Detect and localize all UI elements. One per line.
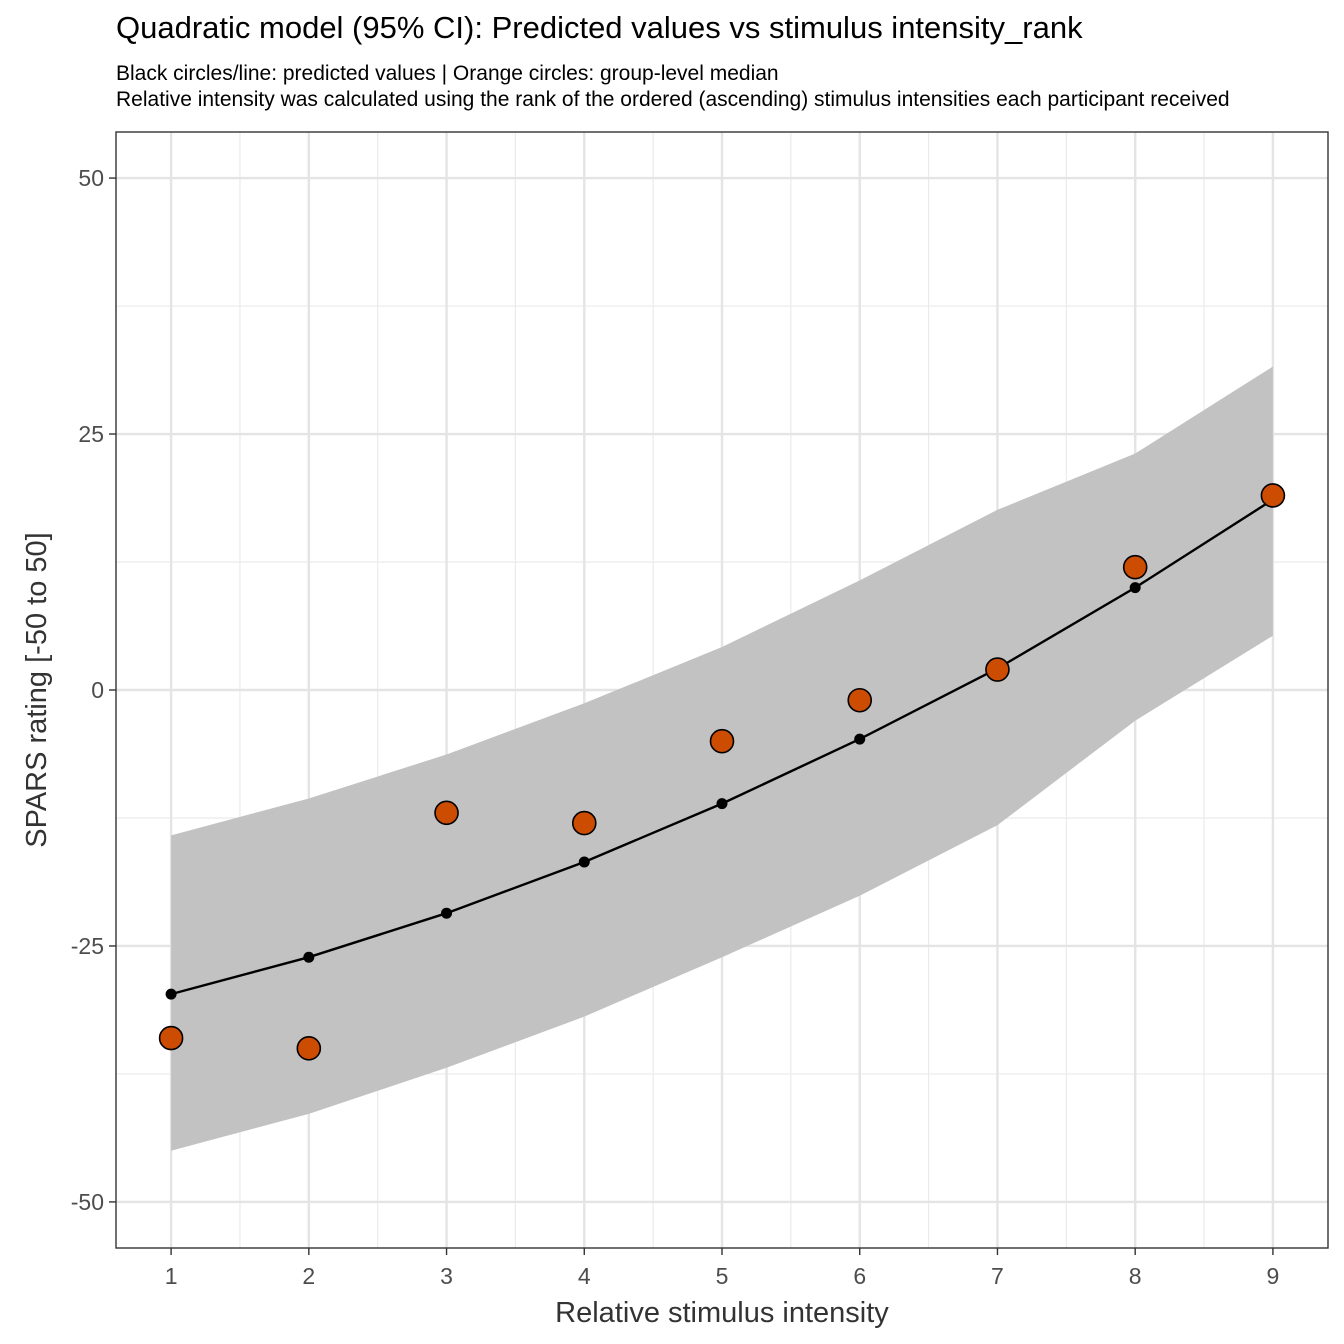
y-tick-label: 0 (91, 677, 104, 703)
median-point (158, 1025, 184, 1051)
x-tick-label: 3 (440, 1263, 453, 1289)
y-tick-label: 25 (78, 421, 104, 447)
confidence-band (171, 366, 1273, 1151)
y-tick-label: -50 (71, 1189, 104, 1215)
y-axis-title: SPARS rating [-50 to 50] (21, 532, 53, 847)
median-point (1260, 483, 1286, 508)
median-point (434, 800, 459, 826)
confidence-band-group (171, 366, 1273, 1151)
x-tick-label: 2 (302, 1263, 315, 1289)
median-point (296, 1036, 322, 1061)
x-tick-label: 5 (716, 1263, 729, 1289)
x-tick-label: 7 (991, 1263, 1004, 1289)
median-point (985, 657, 1010, 682)
x-tick-label: 9 (1267, 1263, 1280, 1289)
predicted-series-group (165, 494, 1279, 1000)
x-tick-label: 4 (578, 1263, 591, 1289)
x-axis-ticks: 1 2 3 4 5 6 7 8 9 (165, 1248, 1280, 1289)
median-series-group (158, 483, 1286, 1061)
x-tick-label: 1 (165, 1263, 178, 1289)
predicted-point (578, 856, 590, 868)
median-point (709, 728, 735, 754)
chart-subtitle-line-2: Relative intensity was calculated using … (116, 88, 1230, 111)
predicted-point (1129, 582, 1141, 594)
x-axis-title: Relative stimulus intensity (555, 1297, 889, 1329)
predicted-point (441, 907, 453, 919)
y-tick-label: -25 (71, 933, 104, 959)
x-tick-label: 6 (853, 1263, 866, 1289)
y-tick-label: 50 (78, 165, 104, 191)
median-point (1122, 554, 1148, 580)
y-axis-ticks: -50 -25 0 25 50 (71, 165, 116, 1215)
predicted-point (716, 798, 728, 810)
predicted-point (854, 733, 866, 745)
predicted-point (303, 951, 315, 963)
median-point (847, 687, 873, 713)
chart-title: Quadratic model (95% CI): Predicted valu… (116, 10, 1083, 45)
x-tick-label: 8 (1129, 1263, 1142, 1289)
predicted-point (165, 988, 177, 1000)
chart-subtitle-line-1: Black circles/line: predicted values | O… (116, 62, 779, 85)
median-point (571, 810, 597, 836)
